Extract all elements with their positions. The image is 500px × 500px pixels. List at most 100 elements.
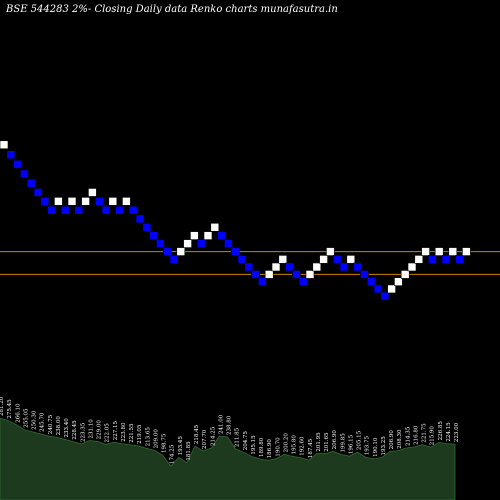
- renko-brick-up: [346, 255, 356, 264]
- renko-brick-down: [428, 255, 437, 264]
- volume-label: 233.40: [64, 418, 70, 438]
- renko-brick-down: [94, 197, 104, 206]
- volume-label: 218.45: [194, 424, 200, 444]
- volume-label: 206.90: [389, 430, 395, 450]
- volume-label: 198.75: [162, 433, 168, 453]
- renko-brick-up: [54, 197, 63, 206]
- volume-label: 192.60: [300, 436, 306, 456]
- renko-brick-down: [33, 188, 43, 197]
- renko-brick-down: [258, 277, 267, 286]
- renko-brick-down: [285, 262, 294, 272]
- level-lines: [0, 251, 500, 275]
- volume-label: 240.75: [48, 414, 54, 434]
- renko-brick-up: [67, 197, 77, 206]
- volume-label: 201.65: [324, 432, 330, 452]
- renko-brick-up: [203, 231, 213, 240]
- renko-brick-down: [366, 277, 376, 286]
- volume-label: 181.85: [186, 441, 192, 461]
- renko-brick-up: [190, 231, 199, 240]
- renko-brick-up: [176, 247, 186, 256]
- volume-label: 266.10: [15, 403, 21, 423]
- renko-brick-up: [434, 247, 444, 256]
- volume-label: 196.15: [348, 434, 354, 454]
- volume-label: 275.45: [7, 399, 13, 419]
- renko-brick-up: [421, 247, 430, 256]
- volume-label: 214.35: [405, 426, 411, 446]
- renko-brick-down: [339, 262, 349, 272]
- volume-label: 223.35: [80, 422, 86, 442]
- renko-brick-up: [326, 247, 335, 256]
- renko-brick-up: [278, 255, 288, 264]
- renko-brick-down: [6, 150, 16, 160]
- renko-brick-up: [319, 255, 328, 264]
- renko-brick-down: [13, 160, 22, 169]
- volume-label: 238.00: [56, 416, 62, 436]
- volume-label: 200.20: [283, 433, 289, 453]
- volume-label: 213.65: [145, 427, 151, 447]
- renko-brick-up: [394, 277, 403, 286]
- renko-brick-down: [353, 262, 362, 272]
- volume-label: 207.70: [202, 429, 208, 449]
- renko-brick-up: [88, 188, 97, 197]
- volume-label: 228.45: [72, 420, 78, 440]
- renko-brick-up: [210, 222, 220, 232]
- volume-label: 214.25: [210, 426, 216, 446]
- volume-label: 208.30: [397, 429, 403, 449]
- renko-brick-up: [183, 239, 192, 248]
- renko-brick-up: [264, 270, 274, 279]
- renko-brick-up: [448, 247, 458, 256]
- volume-label: 216.80: [413, 425, 419, 445]
- renko-brick-up: [407, 262, 417, 272]
- volume-label: 190.70: [275, 437, 281, 457]
- volume-label: 229.00: [97, 420, 103, 440]
- volume-labels: 281.20 275.45 266.10 255.05 250.30 245.70 240.…: [0, 396, 460, 464]
- renko-brick-up: [271, 262, 281, 272]
- renko-brick-down: [298, 277, 308, 286]
- renko-brick-down: [332, 255, 342, 264]
- renko-brick-down: [149, 231, 158, 240]
- renko-brick-down: [380, 291, 390, 301]
- renko-brick-down: [292, 270, 301, 279]
- volume-label: 221.55: [129, 423, 135, 443]
- renko-brick-up: [122, 197, 131, 206]
- renko-brick-down: [101, 205, 111, 215]
- volume-label: 227.15: [113, 421, 119, 441]
- volume-label: 241.00: [218, 414, 224, 434]
- renko-brick-up: [312, 262, 322, 272]
- volume-label: 186.90: [267, 439, 273, 459]
- volume-label: 190.10: [373, 437, 379, 457]
- renko-brick-down: [142, 222, 152, 232]
- renko-brick-up: [414, 255, 424, 264]
- volume-area: [0, 417, 456, 500]
- renko-brick-up: [387, 284, 396, 294]
- renko-brick-down: [135, 214, 145, 224]
- volume-label: 193.75: [365, 436, 371, 456]
- renko-brick-down: [455, 255, 464, 264]
- renko-brick-down: [224, 239, 233, 248]
- renko-brick-down: [162, 247, 172, 256]
- volume-label: 211.85: [235, 427, 241, 447]
- volume-label: 174.25: [170, 444, 176, 464]
- chart-title: BSE 544283 2%- Closing Daily data Renko …: [5, 4, 338, 15]
- volume-label: 187.45: [308, 438, 314, 458]
- renko-brick-down: [74, 205, 84, 215]
- renko-bricks: [0, 140, 471, 301]
- volume-label: 245.70: [40, 412, 46, 432]
- volume-label: 223.80: [121, 422, 127, 442]
- renko-brick-up: [0, 140, 9, 150]
- renko-brick-up: [108, 197, 118, 206]
- volume-label: 215.90: [430, 426, 436, 446]
- volume-label: 250.30: [32, 410, 38, 430]
- renko-brick-down: [230, 247, 240, 256]
- volume-label: 238.80: [227, 415, 233, 435]
- renko-brick-down: [244, 262, 254, 272]
- volume-label: 205.15: [357, 430, 363, 450]
- volume-label: 226.85: [438, 421, 444, 441]
- volume-label: 204.75: [243, 431, 249, 451]
- volume-label: 223.00: [454, 422, 460, 442]
- volume-area-fill: [0, 417, 456, 500]
- volume-label: 193.45: [178, 436, 184, 456]
- renko-brick-down: [20, 169, 29, 179]
